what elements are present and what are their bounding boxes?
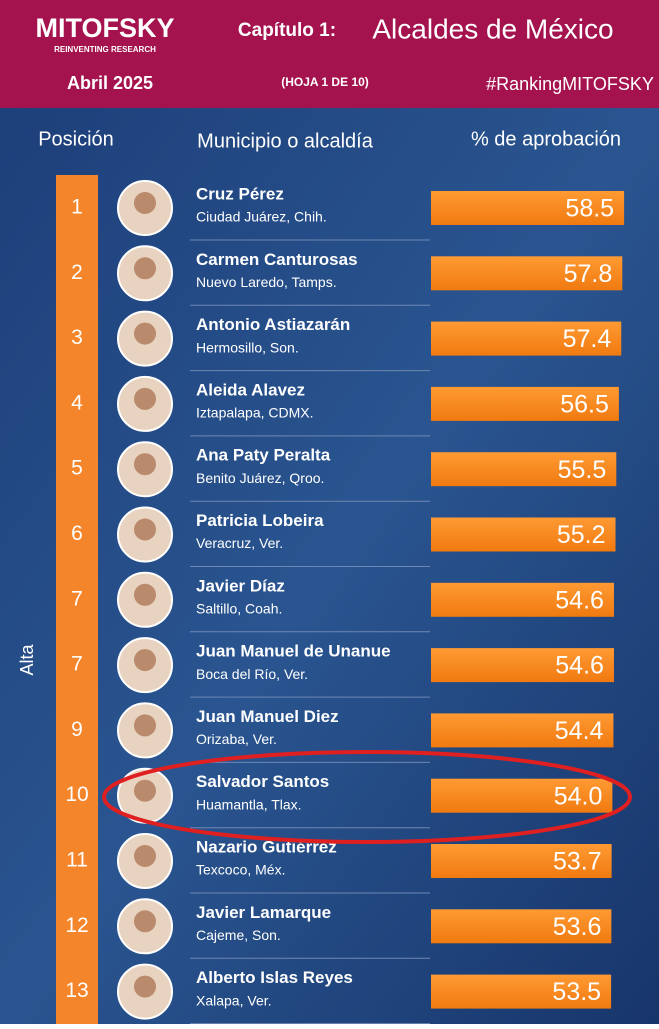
bar xyxy=(431,713,614,748)
value-label: 57.8 xyxy=(564,260,613,288)
position: 7 xyxy=(71,587,83,610)
value-label: 54.0 xyxy=(554,782,603,810)
value-label: 53.7 xyxy=(553,848,602,876)
position: 11 xyxy=(66,849,88,872)
value-label: 58.5 xyxy=(565,195,614,223)
value-label: 55.2 xyxy=(557,521,606,549)
bar xyxy=(431,909,612,944)
name: Aleida Alavez xyxy=(196,380,305,399)
column-header: Posición xyxy=(38,128,114,150)
place: Veracruz, Ver. xyxy=(196,535,283,551)
photo-head xyxy=(134,257,156,280)
position: 2 xyxy=(71,261,83,284)
position: 1 xyxy=(71,196,83,219)
name: Antonio Astiazarán xyxy=(196,315,350,334)
position: 3 xyxy=(71,326,83,349)
date: Abril 2025 xyxy=(67,73,153,93)
position: 10 xyxy=(65,783,88,806)
bar xyxy=(431,844,612,878)
place: Ciudad Juárez, Chih. xyxy=(196,209,327,225)
place: Orizaba, Ver. xyxy=(196,731,277,747)
value-label: 56.5 xyxy=(560,391,609,419)
place: Boca del Río, Ver. xyxy=(196,666,308,682)
bar xyxy=(431,452,617,487)
photo-head xyxy=(134,518,156,541)
photo-head xyxy=(134,779,156,802)
bar xyxy=(431,386,619,421)
bar xyxy=(431,648,614,683)
photo-head xyxy=(134,322,156,345)
bar xyxy=(431,974,612,1009)
bar xyxy=(431,256,623,291)
sheet: (HOJA 1 DE 10) xyxy=(281,75,369,89)
place: Hermosillo, Son. xyxy=(196,339,299,355)
place: Huamantla, Tlax. xyxy=(196,796,302,812)
name: Salvador Santos xyxy=(196,772,329,791)
photo-head xyxy=(134,910,156,933)
photo-head xyxy=(134,649,156,672)
name: Patricia Lobeira xyxy=(196,511,324,530)
place: Iztapalapa, CDMX. xyxy=(196,405,314,421)
column-header: Municipio o alcaldía xyxy=(197,130,374,152)
photo-head xyxy=(134,192,156,214)
photo-head xyxy=(134,583,156,606)
place: Nuevo Laredo, Tamps. xyxy=(196,274,337,290)
bar xyxy=(431,778,613,813)
bar xyxy=(431,582,614,617)
value-label: 53.6 xyxy=(553,913,602,941)
place: Saltillo, Coah. xyxy=(196,601,282,617)
bar xyxy=(431,191,625,225)
title: Alcaldes de México xyxy=(372,13,613,44)
bar xyxy=(431,321,622,356)
photo-head xyxy=(134,387,156,410)
hashtag: #RankingMITOFSKY xyxy=(486,74,654,94)
side-label: Alta xyxy=(17,644,37,676)
place: Cajeme, Son. xyxy=(196,927,281,943)
name: Carmen Canturosas xyxy=(196,250,358,269)
name: Ana Paty Peralta xyxy=(196,446,331,465)
value-label: 53.5 xyxy=(552,978,601,1006)
column-header: % de aprobación xyxy=(471,128,621,150)
name: Javier Díaz xyxy=(196,576,285,595)
name: Alberto Islas Reyes xyxy=(196,968,353,987)
highlight-ellipse xyxy=(102,750,632,844)
bar xyxy=(431,517,616,552)
position: 4 xyxy=(71,391,83,414)
place: Texcoco, Méx. xyxy=(196,862,285,878)
name: Cruz Pérez xyxy=(196,184,284,203)
place: Xalapa, Ver. xyxy=(196,992,272,1008)
header-band xyxy=(0,0,659,108)
photo-head xyxy=(134,453,156,476)
brand: MITOFSKY xyxy=(35,13,174,43)
name: Javier Lamarque xyxy=(196,903,331,922)
name: Juan Manuel de Unanue xyxy=(196,642,391,661)
photo-head xyxy=(134,714,156,737)
value-label: 54.4 xyxy=(555,717,604,745)
position-column xyxy=(56,175,98,1024)
value-label: 54.6 xyxy=(555,652,604,680)
position: 12 xyxy=(65,914,88,937)
photo-head xyxy=(134,845,156,867)
chapter: Capítulo 1: xyxy=(238,20,336,41)
place: Benito Juárez, Qroo. xyxy=(196,470,324,486)
tagline: REINVENTING RESEARCH xyxy=(54,45,156,54)
position: 13 xyxy=(65,979,88,1002)
value-label: 57.4 xyxy=(563,325,612,353)
value-label: 54.6 xyxy=(555,586,604,614)
value-label: 55.5 xyxy=(558,456,607,484)
position: 6 xyxy=(71,522,83,545)
name: Juan Manuel Diez xyxy=(196,707,339,726)
position: 5 xyxy=(71,457,83,480)
position: 7 xyxy=(71,653,83,676)
photo-head xyxy=(134,975,156,998)
position: 9 xyxy=(71,718,83,741)
